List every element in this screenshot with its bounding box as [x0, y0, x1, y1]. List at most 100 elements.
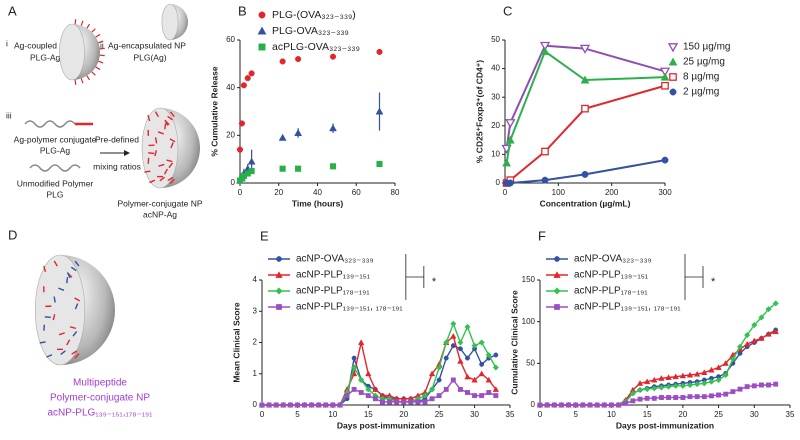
data-point: [659, 67, 671, 77]
embedded-peptide: [169, 111, 175, 117]
data-point: [238, 120, 245, 127]
embedded-peptide: [167, 115, 173, 121]
data-point: [329, 124, 337, 132]
data-point: [686, 371, 694, 378]
data-point: [266, 402, 272, 408]
data-point: [358, 390, 364, 395]
np-sub: PLG(Ag): [133, 52, 166, 62]
x-tick-label: 20: [399, 410, 408, 419]
sphere-face: [141, 107, 179, 189]
y-tick-label: 3: [253, 306, 258, 315]
data-point: [351, 386, 357, 392]
data-point: [429, 396, 435, 402]
data-point: [661, 156, 669, 164]
x-tick-label: 15: [643, 410, 652, 419]
polymer-chain: [24, 120, 76, 128]
embedded-peptide: [58, 332, 65, 336]
data-point: [471, 376, 478, 383]
text: Pre-defined: [95, 134, 139, 144]
embedded-peptide: [71, 350, 78, 355]
data-point: [236, 146, 244, 153]
np-name: Ag-coupled NP: [14, 40, 72, 50]
text: Multipeptide: [73, 378, 127, 389]
legend-label: acNP-PLP₁₃₉₋₁₅₁, ₁₇₈₋₁₉₁: [574, 302, 681, 313]
x-tick-label: 20: [678, 410, 687, 419]
legend-label: PLG-(OVA₃₂₃₋₃₃₉): [272, 9, 356, 21]
legend-label: acNP-OVA₃₂₃₋₃₃₉: [296, 254, 374, 265]
legend-marker: [276, 256, 282, 262]
data-point: [464, 373, 471, 380]
data-point: [329, 53, 337, 60]
data-point: [744, 331, 751, 339]
data-point: [309, 402, 315, 408]
data-point: [428, 386, 436, 393]
panel-label: A: [8, 3, 17, 18]
x-tick-label: 0: [238, 188, 243, 197]
embedded-peptide: [159, 176, 166, 182]
data-point: [387, 399, 392, 405]
data-point: [436, 364, 443, 371]
x-tick-label: 5: [573, 410, 578, 419]
embedded-peptide: [74, 353, 80, 359]
data-point: [665, 383, 672, 390]
data-point: [376, 48, 383, 55]
data-point: [244, 75, 251, 82]
y-tick-label: 40: [226, 83, 235, 92]
text: acNP-PLG₁₃₉₋₁₅₁,₁₇₈₋₁₉₁: [48, 408, 154, 419]
embedded-peptide: [74, 303, 79, 310]
data-point: [443, 386, 449, 392]
data-point: [581, 170, 589, 178]
data-point: [672, 373, 679, 380]
surface-antigen: [98, 60, 104, 64]
embedded-peptide: [60, 350, 66, 356]
embedded-peptide: [53, 296, 56, 303]
data-point: [744, 384, 750, 390]
data-point: [259, 402, 265, 408]
data-point: [751, 321, 758, 329]
data-point: [502, 158, 512, 167]
data-point: [464, 323, 471, 330]
surface-antigen: [99, 54, 105, 57]
embedded-peptide: [169, 178, 175, 185]
data-point: [329, 163, 337, 170]
x-tick-label: 80: [391, 188, 400, 197]
annotation: *: [711, 276, 716, 288]
data-point: [736, 343, 744, 350]
y-tick-label: 0: [231, 178, 236, 187]
embedded-peptide: [154, 137, 158, 144]
x-tick-label: 200: [605, 188, 619, 197]
data-point: [287, 402, 293, 408]
y-tick-label: 30: [491, 92, 500, 101]
data-point: [637, 396, 643, 402]
data-point: [478, 370, 485, 377]
data-point: [658, 384, 665, 391]
data-point: [722, 360, 729, 366]
surface-antigen: [99, 47, 105, 50]
embedded-peptide: [43, 324, 46, 331]
surface-antigen: [95, 33, 101, 38]
legend-marker: [669, 88, 677, 96]
legend-label: acPLG-OVA₃₂₃₋₃₃₉: [272, 41, 360, 53]
series-line: [540, 329, 777, 406]
embedded-peptide: [164, 123, 167, 130]
surface-antigen: [86, 23, 91, 29]
data-point: [351, 355, 357, 361]
embedded-peptide: [167, 176, 174, 182]
panel-label: E: [260, 228, 269, 243]
x-tick-label: 0: [538, 410, 543, 419]
data-point: [457, 346, 463, 352]
data-point: [679, 382, 686, 389]
panel-a: A i Ag-coupled NP PLG-Ag ii Ag-encapsula…: [6, 3, 203, 219]
data-point: [471, 342, 478, 349]
data-point: [573, 402, 579, 408]
y-tick-label: 60: [226, 35, 235, 44]
data-point: [273, 402, 279, 408]
surface-antigen: [98, 40, 104, 44]
series-line: [505, 84, 666, 184]
data-point: [772, 300, 779, 307]
data-point: [594, 402, 600, 408]
data-point: [729, 356, 736, 363]
legend-label: acNP-PLP₁₃₉₋₁₅₁: [574, 270, 649, 281]
embedded-peptide: [52, 314, 56, 321]
